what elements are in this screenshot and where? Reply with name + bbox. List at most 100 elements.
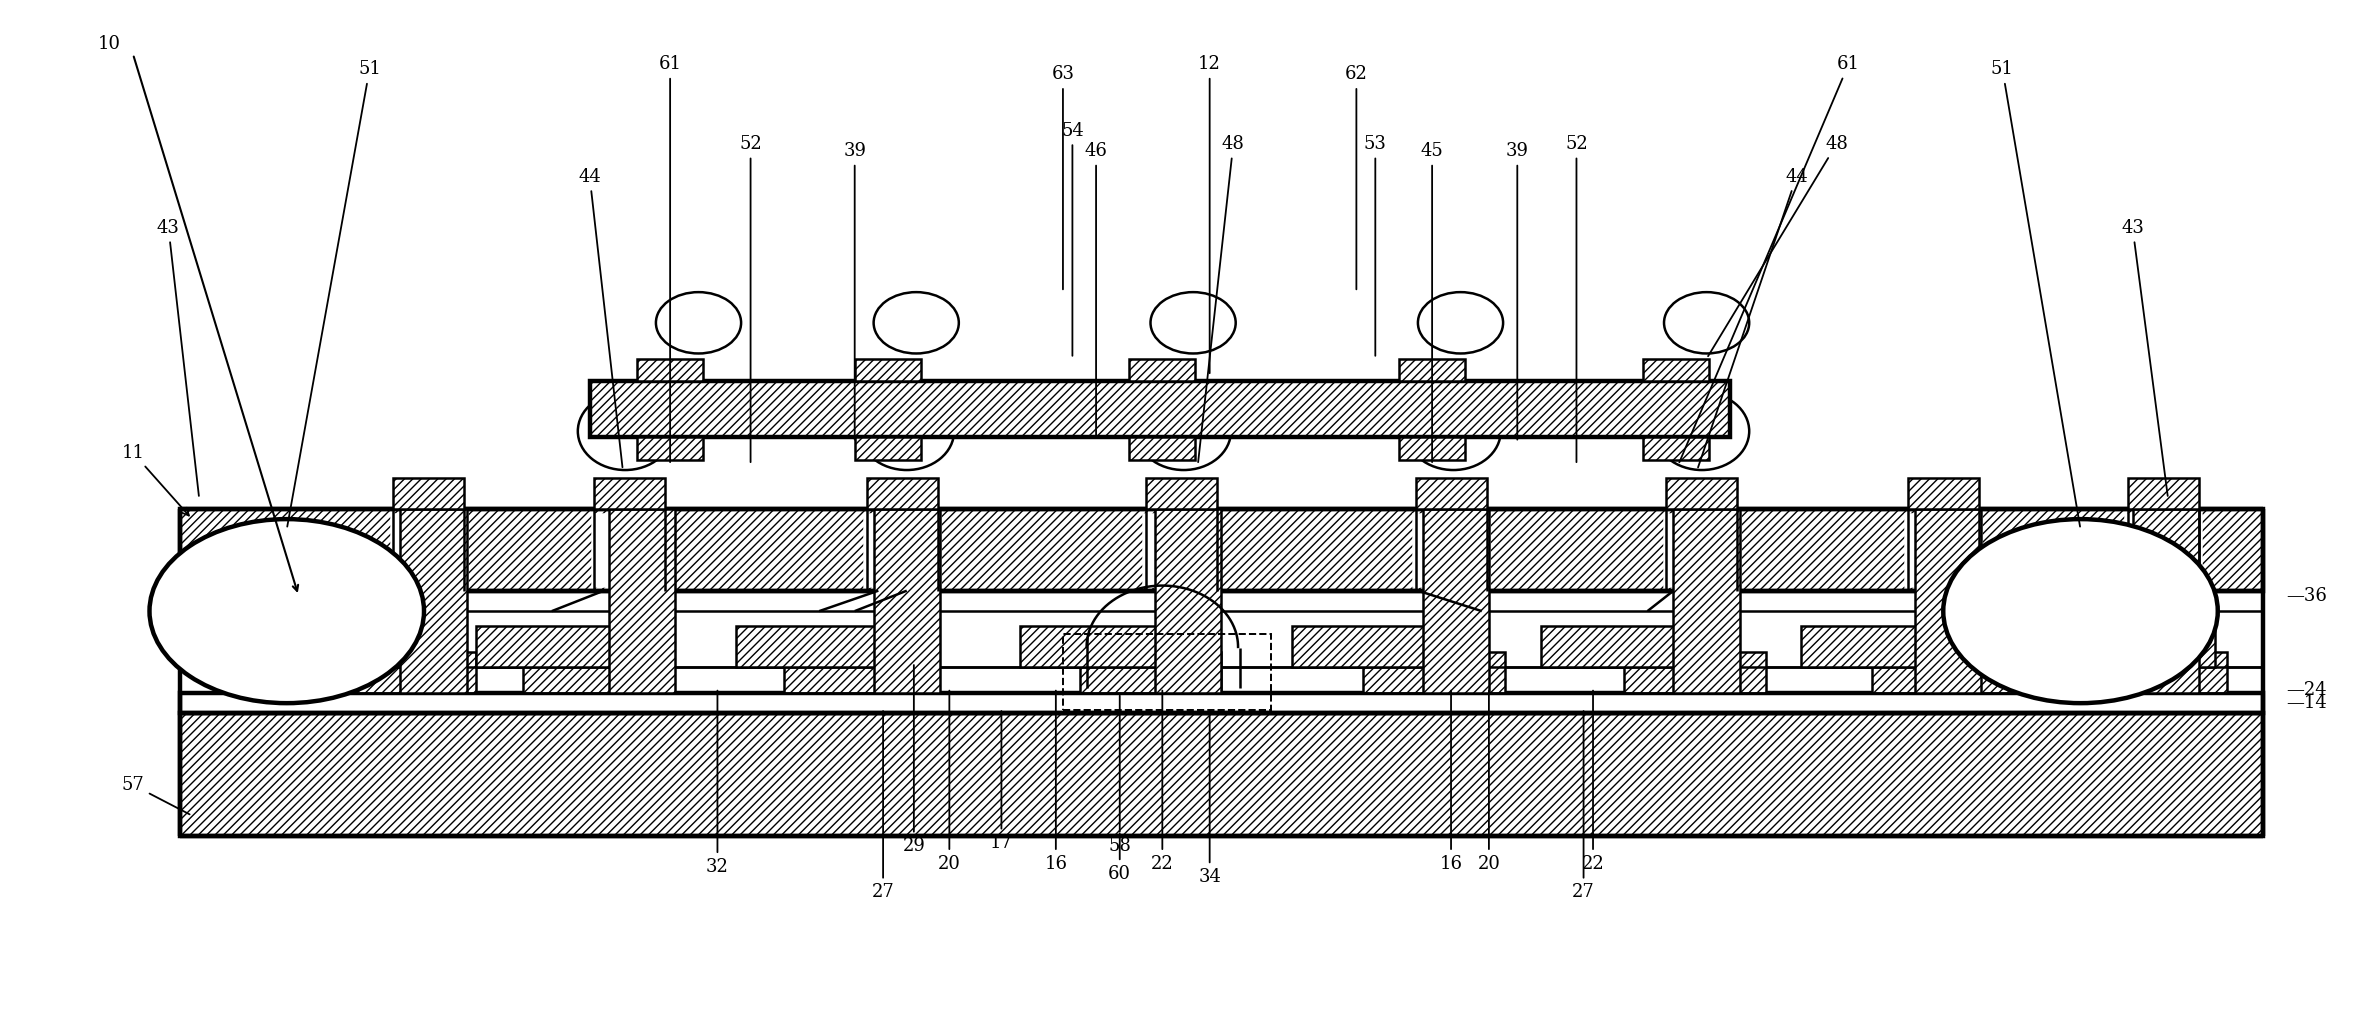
Text: 11: 11	[121, 444, 190, 515]
Text: 29: 29	[901, 665, 925, 855]
Text: 43: 43	[2121, 219, 2168, 495]
Bar	[1146, 478, 1217, 509]
Bar	[1155, 509, 1222, 693]
Text: 44: 44	[1698, 168, 1807, 468]
Text: 22: 22	[1150, 691, 1174, 873]
Text: 20: 20	[1478, 691, 1501, 873]
Bar	[593, 514, 669, 586]
Text: 20: 20	[937, 691, 961, 873]
Bar	[1364, 652, 1506, 693]
Text: 32: 32	[707, 691, 728, 876]
Bar	[180, 693, 2263, 713]
Bar	[1644, 437, 1708, 460]
Text: 52: 52	[1566, 135, 1587, 463]
Bar	[180, 713, 2263, 836]
Bar	[2061, 626, 2215, 667]
Bar	[1063, 633, 1271, 710]
Text: 61: 61	[1679, 56, 1860, 463]
Text: 51: 51	[1990, 61, 2080, 526]
Bar	[735, 626, 890, 667]
Bar	[2132, 509, 2199, 693]
Bar	[477, 626, 631, 667]
Text: 57: 57	[121, 776, 190, 814]
Bar	[2128, 478, 2199, 509]
Text: 34: 34	[1198, 711, 1222, 886]
Bar	[1872, 652, 2014, 693]
Bar	[1914, 509, 1981, 693]
Text: —14: —14	[2287, 694, 2327, 712]
Bar	[180, 509, 2263, 591]
Bar	[1800, 626, 1955, 667]
Ellipse shape	[579, 393, 674, 470]
Bar	[1542, 626, 1694, 667]
Text: 16: 16	[1440, 691, 1464, 873]
Ellipse shape	[859, 393, 954, 470]
Bar	[1414, 514, 1490, 586]
Text: 12: 12	[1198, 56, 1222, 373]
Bar	[1399, 437, 1466, 460]
Text: 48: 48	[1708, 135, 1848, 357]
Bar	[401, 509, 467, 693]
Text: 52: 52	[740, 135, 761, 463]
Bar	[2085, 652, 2227, 693]
Bar	[591, 381, 1729, 437]
Bar	[866, 478, 937, 509]
Bar	[610, 509, 676, 693]
Bar	[391, 514, 467, 586]
Bar	[1423, 509, 1490, 693]
Text: 16: 16	[1044, 691, 1067, 873]
Text: 45: 45	[1421, 142, 1445, 463]
Text: 39: 39	[842, 142, 866, 440]
Ellipse shape	[149, 519, 425, 703]
Text: 58: 58	[1108, 696, 1131, 855]
Bar	[1293, 626, 1447, 667]
Bar	[595, 478, 667, 509]
Text: 27: 27	[873, 711, 894, 902]
Bar	[783, 652, 925, 693]
Ellipse shape	[1656, 393, 1748, 470]
Bar	[638, 437, 702, 460]
Bar	[873, 509, 939, 693]
Bar	[1668, 478, 1736, 509]
Ellipse shape	[1150, 292, 1236, 354]
Ellipse shape	[1418, 292, 1504, 354]
Bar	[1905, 514, 1981, 586]
Bar	[1399, 359, 1466, 381]
Text: —24: —24	[2287, 682, 2327, 699]
Text: 62: 62	[1345, 66, 1369, 289]
Bar	[1020, 626, 1174, 667]
Text: 51: 51	[287, 61, 382, 526]
Bar	[854, 437, 920, 460]
Bar	[638, 359, 702, 381]
Bar	[1644, 359, 1708, 381]
Bar	[854, 359, 920, 381]
Text: 10: 10	[97, 35, 121, 52]
Text: 27: 27	[1573, 711, 1594, 902]
Text: 22: 22	[1582, 691, 1603, 873]
Text: 48: 48	[1198, 135, 1245, 463]
Bar	[1907, 478, 1978, 509]
Text: 61: 61	[659, 56, 681, 463]
Ellipse shape	[657, 292, 740, 354]
Text: 53: 53	[1364, 135, 1388, 356]
Text: 54: 54	[1060, 121, 1084, 356]
Bar	[334, 652, 477, 693]
Text: 63: 63	[1051, 66, 1075, 289]
Bar	[1079, 652, 1222, 693]
Ellipse shape	[1665, 292, 1748, 354]
Ellipse shape	[1407, 393, 1501, 470]
Bar	[1143, 514, 1219, 586]
Ellipse shape	[873, 292, 958, 354]
Bar	[394, 478, 465, 509]
Ellipse shape	[1136, 393, 1231, 470]
Bar	[1665, 514, 1739, 586]
Text: 43: 43	[157, 219, 199, 495]
Bar	[1416, 478, 1487, 509]
Ellipse shape	[1943, 519, 2218, 703]
Bar	[1129, 359, 1195, 381]
Bar	[1675, 509, 1739, 693]
Text: —36: —36	[2287, 587, 2327, 604]
Text: 46: 46	[1084, 142, 1108, 437]
Text: 39: 39	[1506, 142, 1530, 440]
Bar	[863, 514, 939, 586]
